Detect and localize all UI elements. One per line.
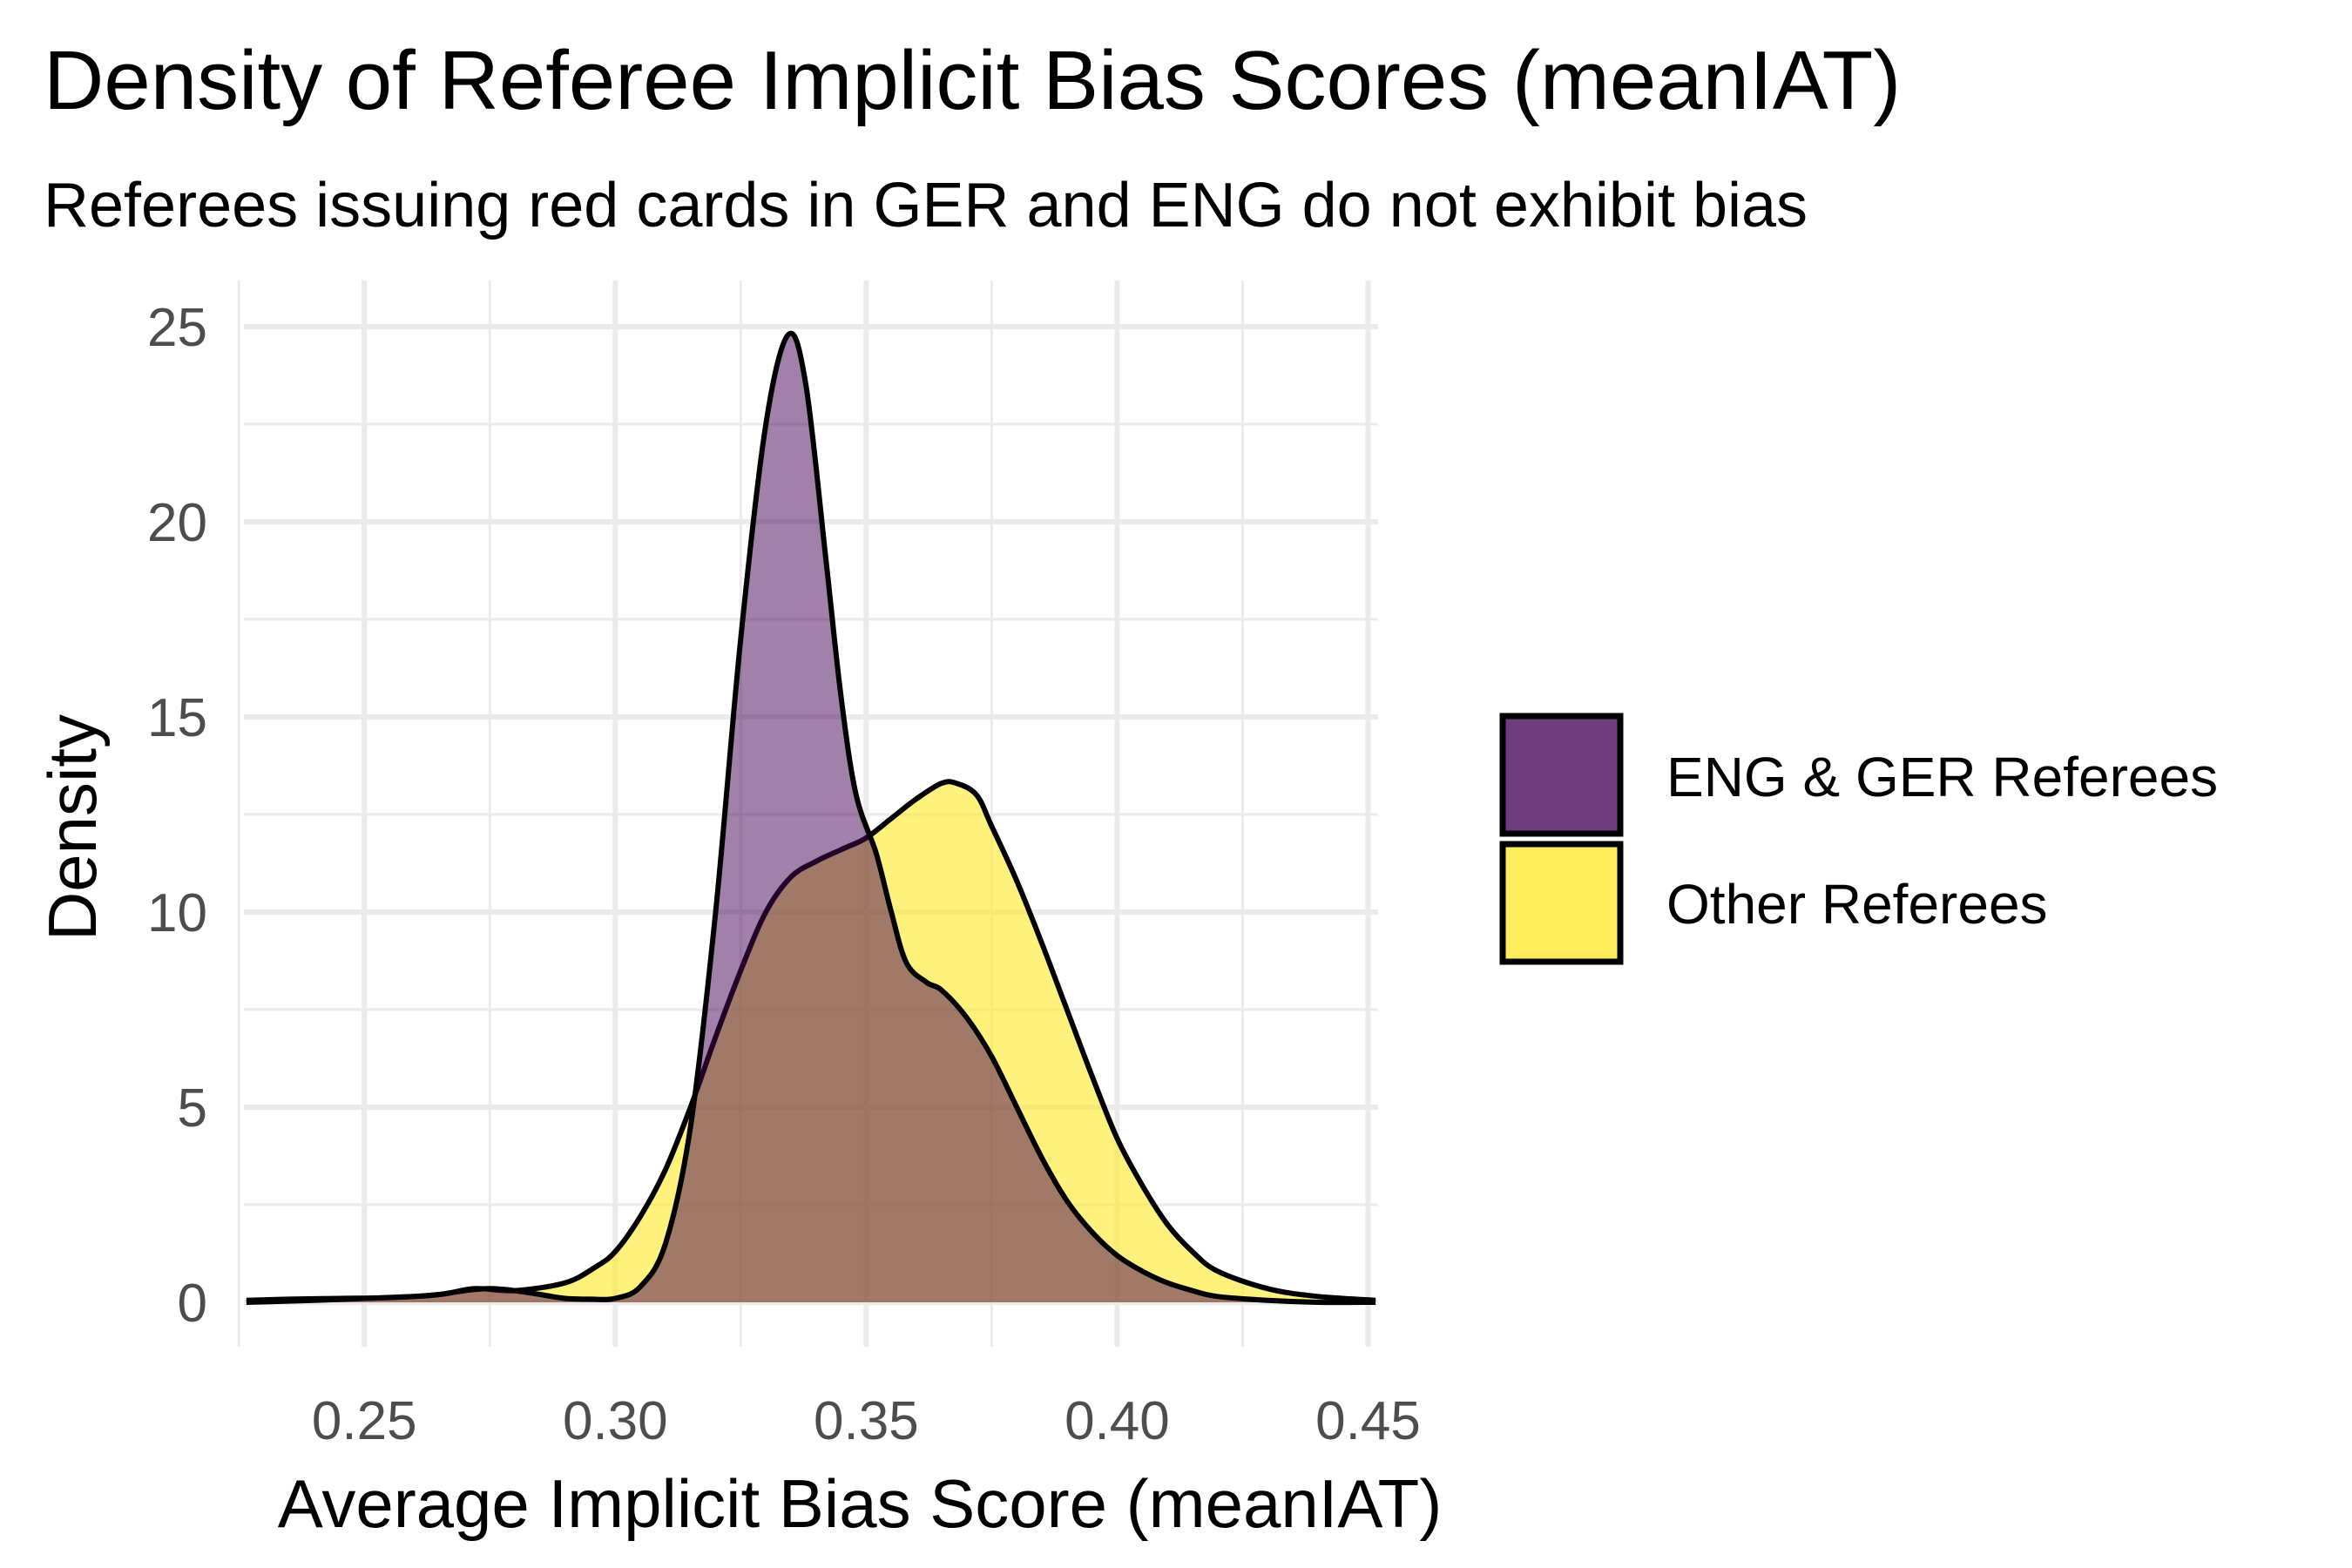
legend-key-other xyxy=(1499,841,1624,965)
density-outline-eng-ger xyxy=(246,330,1376,1306)
x-tick-label: 0.30 xyxy=(563,1391,668,1451)
x-tick-label: 0.45 xyxy=(1315,1391,1421,1451)
y-axis-title: Density xyxy=(34,714,111,941)
x-tick-label: 0.40 xyxy=(1064,1391,1170,1451)
y-tick-label: 25 xyxy=(147,298,207,358)
y-axis-ticks: 0 5 10 15 20 25 xyxy=(147,298,207,1334)
x-tick-label: 0.25 xyxy=(312,1391,417,1451)
legend-label-other: Other Referees xyxy=(1666,873,2048,936)
y-tick-label: 20 xyxy=(147,493,207,553)
x-axis-title: Average Implicit Bias Score (meanIAT) xyxy=(278,1465,1443,1542)
density-series xyxy=(246,330,1376,1306)
y-tick-label: 0 xyxy=(178,1274,207,1334)
y-tick-label: 5 xyxy=(178,1078,207,1139)
legend-label-eng-ger: ENG & GER Referees xyxy=(1666,746,2218,808)
x-axis-ticks: 0.25 0.30 0.35 0.40 0.45 xyxy=(312,1391,1421,1451)
y-tick-label: 10 xyxy=(147,883,207,943)
x-tick-label: 0.35 xyxy=(814,1391,919,1451)
legend: ENG & GER Referees Other Referees xyxy=(1499,713,2218,965)
chart-subtitle: Referees issuing red cards in GER and EN… xyxy=(44,171,1808,240)
y-tick-label: 15 xyxy=(147,688,207,748)
legend-key-eng-ger xyxy=(1499,713,1624,837)
chart-title: Density of Referee Implicit Bias Scores … xyxy=(44,34,1901,127)
density-area-eng-ger xyxy=(246,333,1376,1303)
